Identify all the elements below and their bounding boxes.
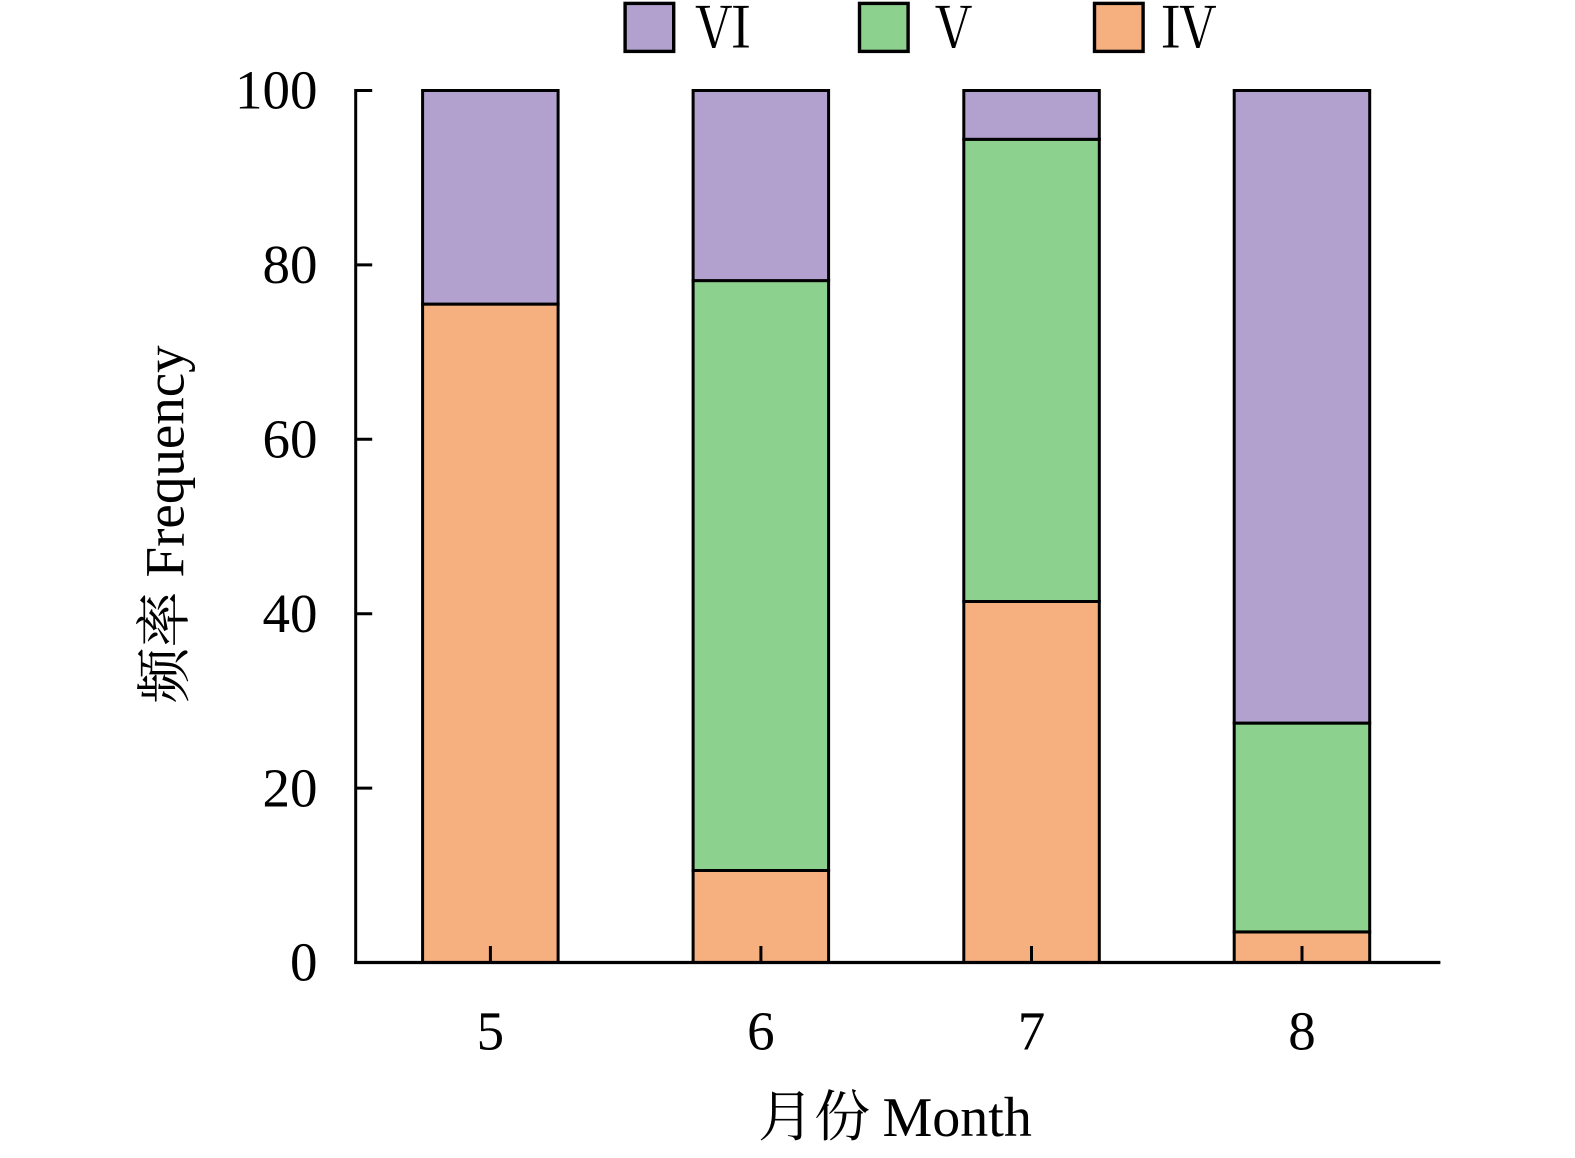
svg-text:Frequency: Frequency [135, 345, 196, 578]
svg-text:80: 80 [263, 234, 318, 295]
svg-text:20: 20 [263, 757, 318, 818]
svg-text:100: 100 [235, 60, 318, 121]
svg-text:5: 5 [477, 1001, 505, 1062]
svg-text:40: 40 [263, 583, 318, 644]
svg-text:0: 0 [290, 932, 318, 993]
svg-text:7: 7 [1018, 1001, 1046, 1062]
svg-text:60: 60 [263, 409, 318, 470]
svg-text:6: 6 [747, 1001, 775, 1062]
svg-text:Month: Month [883, 1087, 1032, 1149]
svg-text:8: 8 [1288, 1001, 1316, 1062]
